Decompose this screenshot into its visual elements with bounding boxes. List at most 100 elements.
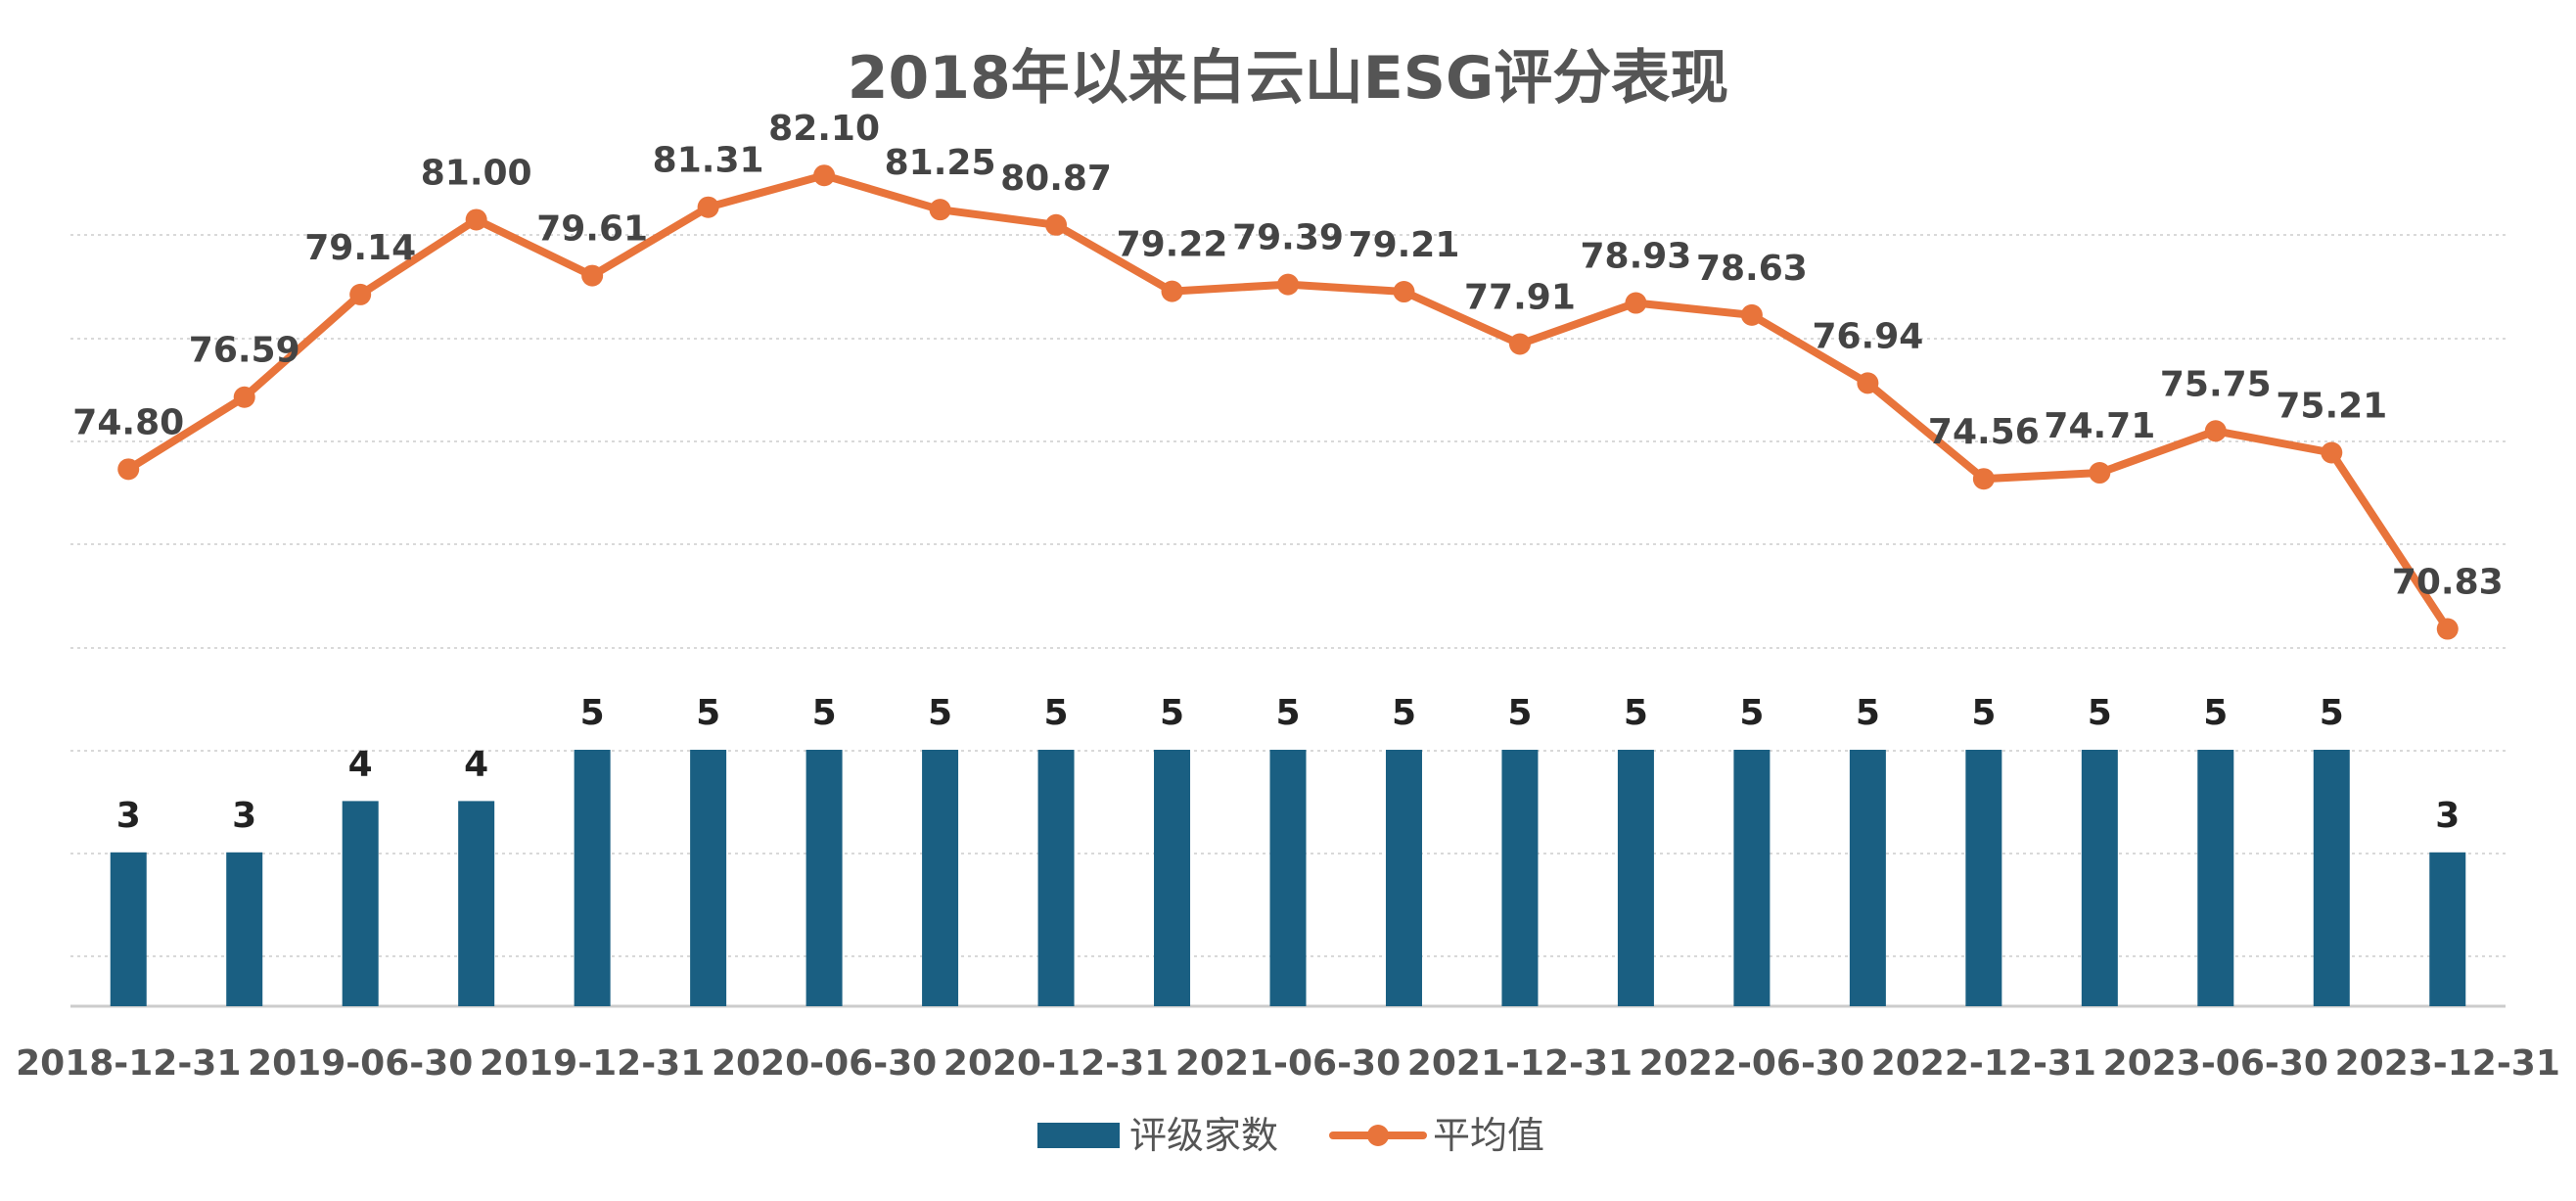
line-label-2019-06-30: 79.14 (304, 228, 416, 268)
line-point-2021-03-31 (1161, 280, 1183, 302)
line-point-2018-12-31 (117, 458, 140, 481)
x-tick-2020-12-31: 2020-12-31 (943, 1043, 1169, 1084)
bar-label-2023-03-31: 5 (2088, 693, 2112, 733)
line-label-2021-03-31: 79.22 (1117, 225, 1228, 265)
bar-label-2020-09-30: 5 (928, 693, 952, 733)
line-point-2022-06-30 (1740, 303, 1763, 326)
line-label-2020-06-30: 82.10 (768, 109, 880, 149)
bar-2021-09-30 (1385, 750, 1422, 1006)
line-point-2021-06-30 (1277, 273, 1299, 296)
line-label-2020-03-31: 81.31 (653, 141, 764, 181)
bar-label-2021-09-30: 5 (1392, 693, 1416, 733)
line-label-2021-09-30: 79.21 (1349, 225, 1460, 265)
bar-2021-12-31 (1501, 750, 1539, 1006)
x-tick-2023-12-31: 2023-12-31 (2335, 1043, 2560, 1084)
line-label-2021-12-31: 77.91 (1464, 277, 1576, 317)
legend-swatch-bar (1037, 1123, 1120, 1148)
bar-label-2022-03-31: 5 (1624, 693, 1648, 733)
bar-label-2019-03-31: 3 (232, 796, 256, 836)
bar-2023-03-31 (2081, 750, 2118, 1006)
x-tick-2019-12-31: 2019-12-31 (480, 1043, 705, 1084)
bar-2022-12-31 (1965, 750, 2002, 1006)
line-label-2018-12-31: 74.80 (72, 402, 184, 442)
line-label-2019-03-31: 76.59 (189, 331, 300, 371)
line-point-2019-06-30 (349, 283, 372, 305)
bar-label-2021-03-31: 5 (1160, 693, 1184, 733)
bar-label-2020-03-31: 5 (696, 693, 720, 733)
bar-label-2019-12-31: 5 (580, 693, 605, 733)
bar-label-2020-12-31: 5 (1044, 693, 1069, 733)
line-point-2020-03-31 (697, 196, 719, 218)
line-label-2023-09-30: 75.21 (2276, 386, 2387, 426)
line-point-2022-12-31 (1972, 468, 1995, 490)
bar-2020-09-30 (922, 750, 959, 1006)
bar-series: 3 3 4 4 5 5 5 5 5 5 5 5 5 5 5 5 5 5 5 5 3 (110, 693, 2466, 1006)
bar-label-2022-09-30: 5 (1856, 693, 1880, 733)
chart-title: 2018年以来白云山ESG评分表现 (848, 44, 1728, 113)
bar-label-2021-06-30: 5 (1275, 693, 1300, 733)
line-point-2023-03-31 (2089, 462, 2111, 485)
bar-label-2019-09-30: 4 (464, 744, 488, 784)
bar-label-2021-12-31: 5 (1507, 693, 1532, 733)
line-label-2023-06-30: 75.75 (2160, 364, 2272, 404)
line-label-2019-12-31: 79.61 (536, 209, 648, 250)
bar-2020-12-31 (1037, 750, 1075, 1006)
line-label-2022-03-31: 78.93 (1580, 237, 1691, 277)
legend: 评级家数 平均值 (1037, 1114, 1544, 1157)
legend-swatch-marker (1367, 1125, 1389, 1146)
line-point-2020-12-31 (1045, 213, 1068, 236)
bar-label-2023-06-30: 5 (2203, 693, 2228, 733)
legend-label-line: 平均值 (1433, 1114, 1544, 1157)
bar-2020-03-31 (690, 750, 727, 1006)
x-tick-2018-12-31: 2018-12-31 (16, 1043, 241, 1084)
line-point-2021-09-30 (1393, 281, 1415, 303)
line-label-2020-09-30: 81.25 (885, 143, 996, 183)
bar-2019-12-31 (574, 750, 611, 1006)
line-point-2020-09-30 (929, 199, 951, 221)
bar-2022-09-30 (1849, 750, 1886, 1006)
x-tick-2021-12-31: 2021-12-31 (1407, 1043, 1633, 1084)
line-point-2019-03-31 (233, 386, 255, 408)
line-point-2020-06-30 (813, 164, 836, 187)
line-label-2022-06-30: 78.63 (1696, 249, 1808, 289)
legend-label-bar: 评级家数 (1129, 1114, 1278, 1157)
line-label-2019-09-30: 81.00 (421, 153, 532, 193)
bar-2021-06-30 (1269, 750, 1307, 1006)
x-tick-2022-06-30: 2022-06-30 (1639, 1043, 1864, 1084)
bar-label-2023-09-30: 5 (2320, 693, 2344, 733)
bar-2020-06-30 (805, 750, 843, 1006)
x-tick-2019-06-30: 2019-06-30 (248, 1043, 473, 1084)
line-label-2022-12-31: 74.56 (1928, 412, 2040, 452)
bar-2019-09-30 (458, 801, 495, 1006)
bar-2022-03-31 (1617, 750, 1654, 1006)
bar-label-2023-12-31: 3 (2435, 796, 2460, 836)
line-label-2020-12-31: 80.87 (1000, 159, 1112, 199)
bar-2022-06-30 (1733, 750, 1771, 1006)
x-tick-2021-06-30: 2021-06-30 (1175, 1043, 1401, 1084)
line-point-2019-09-30 (465, 208, 487, 231)
bar-label-2019-06-30: 4 (348, 744, 373, 784)
x-axis-ticks: 2018-12-31 2019-06-30 2019-12-31 2020-06-30… (16, 1043, 2560, 1084)
bar-2021-03-31 (1154, 750, 1191, 1006)
line-point-2023-12-31 (2436, 618, 2459, 640)
line-label-2022-09-30: 76.94 (1812, 316, 1923, 356)
x-tick-2022-12-31: 2022-12-31 (1871, 1043, 2096, 1084)
line-point-2022-09-30 (1857, 372, 1879, 394)
x-tick-2020-06-30: 2020-06-30 (712, 1043, 937, 1084)
bar-label-2022-06-30: 5 (1739, 693, 1764, 733)
bar-label-2020-06-30: 5 (812, 693, 837, 733)
bar-2023-12-31 (2429, 852, 2466, 1006)
line-point-2022-03-31 (1625, 292, 1647, 314)
line-label-2023-03-31: 74.71 (2044, 406, 2155, 446)
bar-2018-12-31 (110, 852, 147, 1006)
line-point-2019-12-31 (581, 264, 604, 287)
line-point-2023-06-30 (2204, 420, 2227, 442)
bar-2023-06-30 (2197, 750, 2234, 1006)
line-label-2023-12-31: 70.83 (2392, 563, 2504, 603)
line-point-2021-12-31 (1508, 333, 1531, 355)
bar-2023-09-30 (2313, 750, 2350, 1006)
line-point-2023-09-30 (2321, 441, 2343, 464)
bar-label-2022-12-31: 5 (1971, 693, 1996, 733)
